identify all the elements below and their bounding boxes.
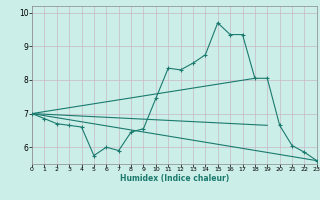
X-axis label: Humidex (Indice chaleur): Humidex (Indice chaleur) (120, 174, 229, 183)
